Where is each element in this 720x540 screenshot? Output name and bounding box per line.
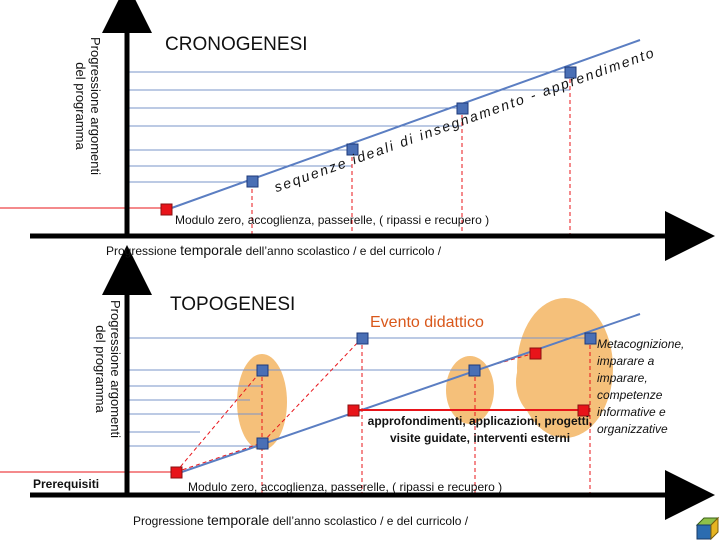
bottom-y-axis-label: Progressione argomenti del programma (93, 300, 123, 438)
x-axis-label-part: dell’anno scolastico / e del curricolo / (245, 244, 442, 258)
top-progression-line (165, 39, 641, 211)
topic-blob (446, 356, 494, 424)
top-guide-lines (127, 71, 570, 183)
step-marker (456, 102, 469, 115)
cube-icon (695, 516, 720, 540)
bottom-caption: Modulo zero, accoglienza, passerelle, ( … (188, 480, 503, 494)
top-title: CRONOGENESI (165, 34, 308, 55)
start-marker (160, 203, 173, 216)
y-axis-label-line: Progressione argomenti (108, 300, 123, 439)
top-panel (0, 0, 715, 261)
step-marker (468, 364, 481, 377)
red-marker (577, 404, 590, 417)
step-marker (346, 143, 359, 156)
start-marker (170, 466, 183, 479)
top-caption: Modulo zero, accoglienza, passerelle, ( … (175, 213, 490, 227)
event-label: Evento didattico (370, 314, 484, 331)
dashed-connector (261, 337, 363, 444)
approfondimenti-label: approfondimenti, applicazioni, progetti,… (367, 414, 593, 445)
dashed-connector (175, 442, 263, 473)
step-marker (256, 437, 269, 450)
red-marker (347, 404, 360, 417)
topic-blob (516, 344, 580, 420)
top-drop-lines (251, 72, 571, 236)
x-axis-label-part: temporale (180, 242, 243, 258)
bottom-panel (0, 245, 715, 520)
step-marker (246, 175, 259, 188)
step-marker (564, 66, 577, 79)
y-axis-label-line: Progressione argomenti (88, 37, 103, 176)
y-axis-label-line: del programma (73, 62, 88, 150)
top-y-axis-label: Progressione argomenti del programma (73, 37, 103, 175)
top-x-axis-label: Progressione temporale dell’anno scolast… (106, 242, 441, 258)
x-axis-label-part: Progressione (133, 514, 204, 528)
step-marker (584, 332, 597, 345)
dashed-connector (175, 369, 263, 473)
metacognition-label: Metacognizione, imparare a imparare, com… (597, 337, 685, 436)
bottom-x-axis-label: Progressione temporale dell’anno scolast… (133, 512, 468, 528)
prereq-label: Prerequisiti (33, 477, 100, 491)
x-axis-label-part: dell’anno scolastico / e del curricolo / (272, 514, 469, 528)
x-axis-label-part: temporale (207, 512, 270, 528)
step-marker (356, 332, 369, 345)
y-axis-label-line: del programma (93, 325, 108, 413)
red-marker (529, 347, 542, 360)
x-axis-label-part: Progressione (106, 244, 177, 258)
bottom-title: TOPOGENESI (170, 294, 296, 315)
step-marker (256, 364, 269, 377)
bottom-progression-line (175, 313, 641, 475)
